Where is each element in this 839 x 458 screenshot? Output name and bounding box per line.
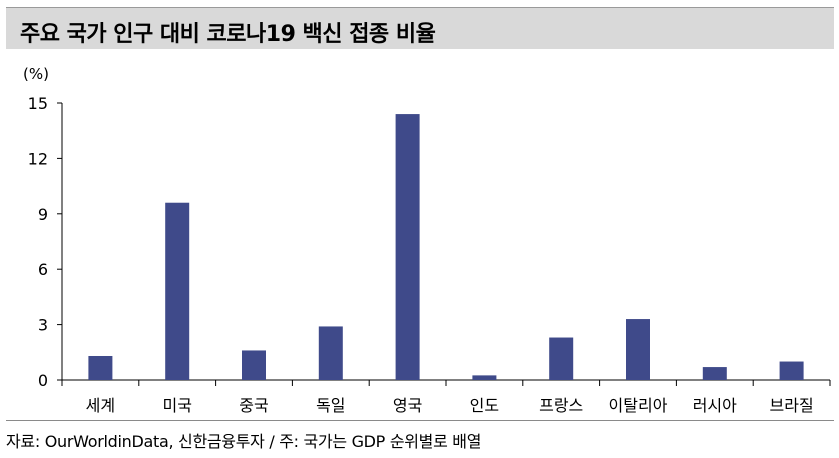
bar-8 (626, 319, 650, 380)
x-category-label: 인도 (470, 396, 499, 415)
bar-3 (242, 350, 266, 380)
footer-divider (6, 420, 834, 421)
bar-9 (702, 367, 727, 380)
title-bar: 주요 국가 인구 대비 코로나19 백신 접종 비율 (6, 7, 834, 49)
bar-7 (549, 337, 574, 380)
bar-4 (318, 326, 343, 380)
x-category-label: 브라질 (770, 396, 814, 415)
x-category-label: 프랑스 (539, 396, 583, 415)
x-category-label: 러시아 (693, 396, 737, 415)
y-tick-label: 6 (38, 260, 48, 279)
bar-10 (779, 361, 804, 380)
x-category-label: 미국 (162, 396, 191, 415)
x-category-label: 이탈리아 (609, 396, 668, 415)
bar-2 (165, 202, 190, 380)
source-note: 자료: OurWorldinData, 신한금융투자 / 주: 국가는 GDP … (6, 432, 482, 451)
bar-6 (472, 375, 497, 380)
x-category-label: 중국 (239, 396, 268, 415)
chart-title: 주요 국가 인구 대비 코로나19 백신 접종 비율 (20, 22, 436, 47)
x-category-label: 영국 (393, 396, 422, 415)
y-tick-label: 12 (28, 149, 48, 168)
x-category-label: 독일 (316, 396, 345, 415)
bar-1 (88, 355, 113, 380)
y-tick-label: 9 (38, 205, 48, 224)
y-tick-label: 0 (38, 371, 48, 390)
x-category-label: 세계 (86, 396, 115, 415)
y-tick-label: 15 (28, 94, 48, 113)
bar-5 (395, 114, 420, 380)
y-axis-unit-label: (%) (23, 65, 49, 83)
bar-chart: (%) 0 3 6 9 12 15 세계 미국 중국 독일 영국 인도 프랑스 이탈리아 러시아 브라질 (23, 65, 831, 415)
y-tick-label: 3 (38, 316, 48, 335)
